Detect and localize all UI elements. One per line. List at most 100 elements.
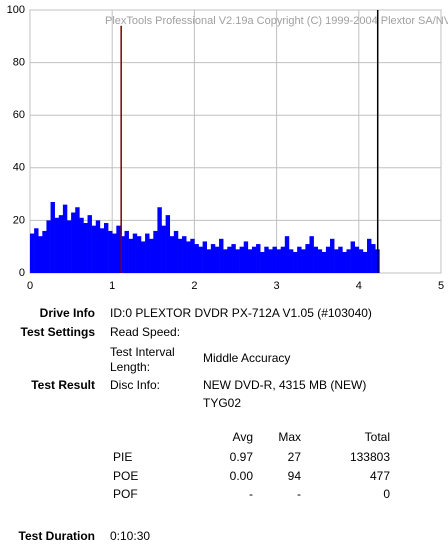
value: NEW DVD-R, 4315 MB (NEW) [203,378,367,392]
bar [161,225,166,273]
value: 0:10:30 [110,529,151,543]
bar [54,217,60,273]
x-tick-label: 3 [274,280,280,292]
bar [354,246,360,273]
table-cell: PIE [113,450,133,464]
bar [362,251,368,273]
bar [112,233,117,273]
bar [371,244,376,273]
bar [140,241,146,273]
table-cell: POF [113,487,138,501]
bar [83,223,88,273]
bar [149,238,154,273]
watermark: PlexTools Professional V2.19a Copyright … [105,15,448,27]
bar [247,249,253,273]
bar [136,236,142,273]
bar [231,244,236,273]
bar [358,249,364,273]
y-tick-label: 40 [13,162,25,174]
x-tick-label: 2 [191,280,197,292]
bar [34,228,39,273]
chart: 0 20 40 60 80 100 0 1 2 3 4 5 PlexTools Professional… [7,4,448,292]
bar [165,215,171,273]
x-tick-label: 5 [438,280,444,292]
table-cell: 477 [369,468,390,483]
bar [66,220,72,273]
table-cell: Max [278,430,301,444]
bar [42,230,47,273]
bar [214,246,220,273]
bar [293,251,298,273]
value: TYG02 [203,396,242,410]
bar [103,223,109,273]
bar [330,238,335,273]
bar [62,204,68,273]
table-cell: 94 [287,468,301,483]
bar [260,251,265,273]
bar [177,238,183,273]
bar [235,249,240,273]
bar [75,207,80,273]
bar [284,236,290,273]
bar [272,246,277,273]
bar [256,244,261,273]
table-cell: 133803 [349,450,390,464]
bar [87,215,92,273]
label: Test Result [31,378,95,392]
x-tick-label: 1 [109,280,115,292]
bar [186,241,191,273]
bar [309,236,314,273]
bar [108,230,113,273]
bar [145,233,150,273]
bar [338,246,343,273]
table-cell: 27 [287,450,301,464]
y-tick-label: 80 [13,57,25,69]
table-cell: POE [113,468,139,483]
table-cell: Total [364,430,390,444]
label: Test Duration [18,529,95,543]
bar [120,25,122,274]
bar [132,233,138,273]
y-tick-label: 20 [13,214,25,226]
bar [182,236,187,273]
bar [264,246,269,273]
bar [325,246,331,273]
bar [194,244,199,273]
bar [342,251,347,273]
y-tick-label: 0 [19,267,25,279]
bar [99,228,105,273]
bar [91,225,97,273]
bar [50,201,55,273]
bar [321,251,327,273]
table-cell: 0.00 [229,468,253,483]
table-cell: - [297,487,301,501]
table-cell: 0.97 [229,450,253,464]
bar [120,236,125,273]
bar [210,244,216,273]
value: Middle Accuracy [203,351,291,365]
bar [128,238,134,273]
bar [243,241,249,273]
bar [198,246,203,273]
table-cell: Avg [232,430,253,444]
bar [280,246,286,273]
bar [251,246,257,273]
bar [157,207,162,273]
bar [116,225,121,273]
table-cell: 0 [383,487,390,501]
y-tick-label: 60 [13,109,25,121]
bar [30,233,35,273]
label: Drive Info [39,306,95,320]
bar [124,230,129,273]
x-tick-label: 0 [27,280,33,292]
x-tick-label: 4 [356,280,362,292]
bar [169,236,175,273]
label: Test Settings [20,325,95,339]
bar [239,246,245,273]
bar [206,249,212,273]
table-cell: - [249,487,253,501]
value: Disc Info: [110,378,161,392]
bar [313,246,318,273]
value: ID:0 PLEXTOR DVDR PX-712A V1.05 (#103040… [110,306,372,320]
bar [219,238,224,273]
